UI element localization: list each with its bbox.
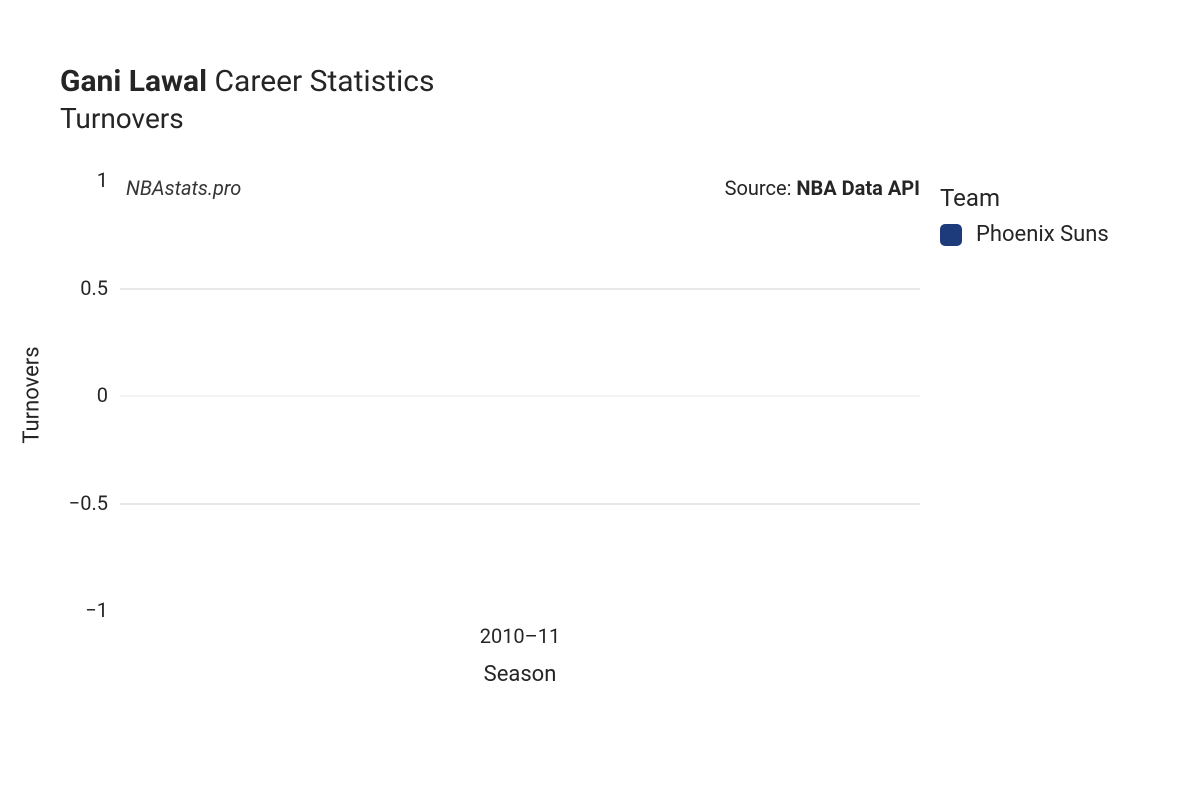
- legend-item-label: Phoenix Suns: [976, 222, 1109, 247]
- legend-title: Team: [940, 184, 1109, 212]
- legend-swatch-icon: [940, 224, 962, 246]
- y-tick-label: 0.5: [80, 276, 108, 300]
- legend-item: Phoenix Suns: [940, 222, 1109, 247]
- y-tick-label: 1: [97, 168, 108, 192]
- x-axis-title: Season: [484, 662, 557, 687]
- gridline: 0: [120, 395, 920, 397]
- legend: Team Phoenix Suns: [940, 184, 1109, 247]
- y-tick-label: −1: [85, 598, 108, 622]
- chart-title: Gani Lawal Career Statistics: [60, 64, 434, 100]
- career-stats-chart: Gani Lawal Career Statistics Turnovers T…: [0, 0, 1200, 800]
- title-suffix: Career Statistics: [214, 64, 434, 99]
- watermark: NBAstats.pro: [126, 176, 241, 200]
- source-prefix: Source:: [725, 176, 797, 200]
- plot-area: 1 0.5 0 −0.5 −1 NBAstats.pro Source: NBA…: [120, 180, 920, 610]
- y-tick-label: 0: [97, 383, 108, 407]
- chart-title-block: Gani Lawal Career Statistics Turnovers: [60, 64, 434, 135]
- x-tick-label: 2010–11: [480, 624, 561, 648]
- source-attribution: Source: NBA Data API: [725, 176, 920, 200]
- y-tick-label: −0.5: [69, 491, 108, 515]
- player-name: Gani Lawal: [60, 64, 207, 99]
- y-axis-title: Turnovers: [20, 346, 45, 443]
- source-name: NBA Data API: [796, 176, 920, 200]
- chart-subtitle: Turnovers: [60, 102, 434, 135]
- gridline: 0.5: [120, 288, 920, 290]
- gridline: −0.5: [120, 503, 920, 505]
